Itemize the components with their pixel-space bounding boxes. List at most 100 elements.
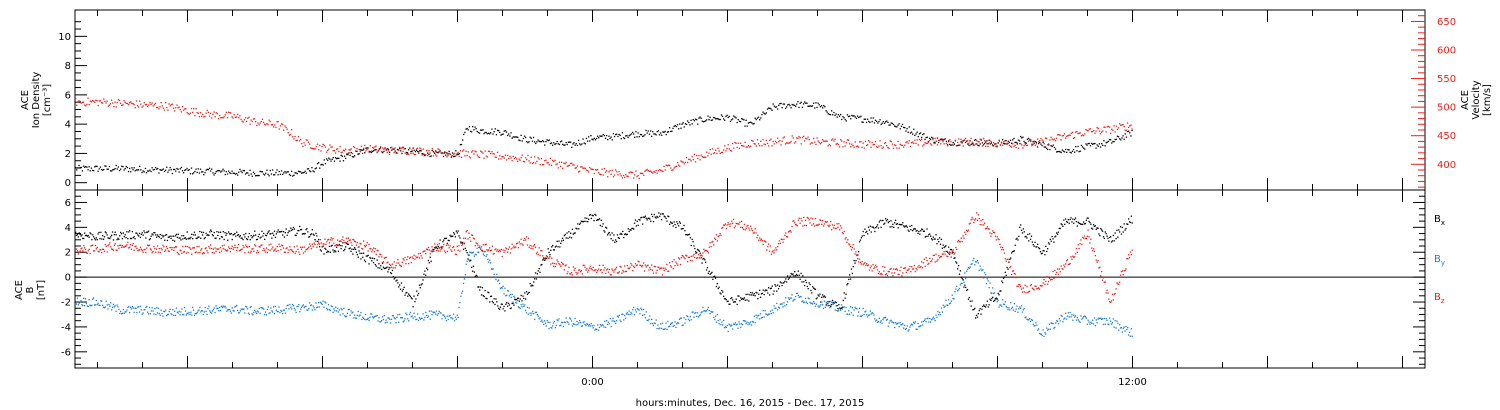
bx-point xyxy=(930,235,932,237)
velocity-point xyxy=(1086,129,1088,132)
bz-point xyxy=(446,250,448,253)
by-point xyxy=(134,307,136,309)
by-point xyxy=(1047,329,1049,331)
density-point xyxy=(1057,151,1059,153)
velocity-point xyxy=(1099,133,1102,135)
density-point xyxy=(401,152,403,155)
bz-point xyxy=(525,239,527,241)
bx-point xyxy=(601,225,603,228)
bx-point xyxy=(484,289,486,292)
bz-point xyxy=(253,250,255,252)
density-point xyxy=(332,157,334,159)
density-point xyxy=(87,169,89,171)
velocity-point xyxy=(1033,140,1035,142)
by-point xyxy=(309,304,312,307)
bx-point xyxy=(1087,217,1089,219)
velocity-point xyxy=(76,104,78,106)
bx-point xyxy=(581,220,583,223)
density-point xyxy=(528,141,530,143)
by-point xyxy=(685,318,687,321)
velocity-point xyxy=(337,148,339,150)
bx-point xyxy=(724,298,727,300)
density-point xyxy=(996,146,998,148)
velocity-point xyxy=(486,156,489,158)
bz-point xyxy=(370,248,372,250)
bz-point xyxy=(470,240,472,242)
velocity-point xyxy=(844,145,846,147)
bx-point xyxy=(370,257,372,259)
density-point xyxy=(598,137,600,139)
right-tick-label: 500 xyxy=(1437,103,1456,114)
bx-point xyxy=(1131,222,1133,224)
by-point xyxy=(300,308,302,310)
density-point xyxy=(537,139,539,141)
bz-point xyxy=(405,263,407,265)
bx-point xyxy=(828,305,830,307)
bx-point xyxy=(594,213,596,215)
by-point xyxy=(833,302,835,304)
bx-point xyxy=(176,236,178,239)
velocity-point xyxy=(903,146,905,148)
bx-point xyxy=(269,233,271,235)
bx-point xyxy=(611,232,613,234)
bz-point xyxy=(496,250,498,252)
bx-point xyxy=(150,235,152,237)
velocity-point xyxy=(474,150,476,152)
by-point xyxy=(1128,334,1130,336)
by-point xyxy=(435,310,438,312)
bx-point xyxy=(1054,236,1056,238)
by-point xyxy=(496,273,498,275)
density-point xyxy=(1005,140,1007,142)
by-point xyxy=(856,308,858,310)
density-point xyxy=(130,171,132,173)
bx-point xyxy=(669,223,671,225)
bx-point xyxy=(1036,246,1038,248)
bz-point xyxy=(217,248,219,250)
velocity-point xyxy=(1041,139,1043,141)
density-point xyxy=(1128,130,1130,132)
by-point xyxy=(647,320,649,322)
density-point xyxy=(91,169,94,172)
density-point xyxy=(631,131,634,134)
density-point xyxy=(184,169,186,171)
bz-point xyxy=(242,244,244,247)
bz-point xyxy=(347,237,349,239)
density-point xyxy=(530,137,532,139)
velocity-point xyxy=(421,154,423,156)
velocity-point xyxy=(1097,127,1099,130)
by-point xyxy=(867,314,870,316)
by-point xyxy=(448,315,450,317)
velocity-point xyxy=(1081,134,1084,136)
velocity-point xyxy=(723,149,725,151)
by-series xyxy=(75,245,1133,338)
velocity-point xyxy=(318,149,320,151)
bx-point xyxy=(1065,220,1068,223)
bz-point xyxy=(627,267,629,269)
density-point xyxy=(240,170,242,172)
bx-point xyxy=(629,229,631,231)
bz-point xyxy=(439,250,441,252)
density-point xyxy=(1038,142,1040,145)
density-point xyxy=(790,107,792,109)
density-point xyxy=(566,143,568,146)
density-point xyxy=(607,139,609,141)
velocity-point xyxy=(402,150,404,153)
bz-point xyxy=(420,255,422,257)
bz-point xyxy=(620,266,622,268)
bx-point xyxy=(238,236,241,238)
bx-point xyxy=(774,284,776,286)
bx-point xyxy=(813,288,816,290)
bx-point xyxy=(1022,228,1024,230)
by-point xyxy=(986,278,988,280)
velocity-point xyxy=(1060,139,1062,141)
velocity-point xyxy=(459,150,462,152)
by-point xyxy=(1113,326,1115,328)
by-point xyxy=(1093,317,1096,319)
bx-point xyxy=(832,301,835,304)
velocity-point xyxy=(706,151,708,153)
density-point xyxy=(831,110,833,112)
velocity-point xyxy=(555,163,557,166)
density-point xyxy=(1110,139,1112,141)
density-point xyxy=(436,151,438,153)
